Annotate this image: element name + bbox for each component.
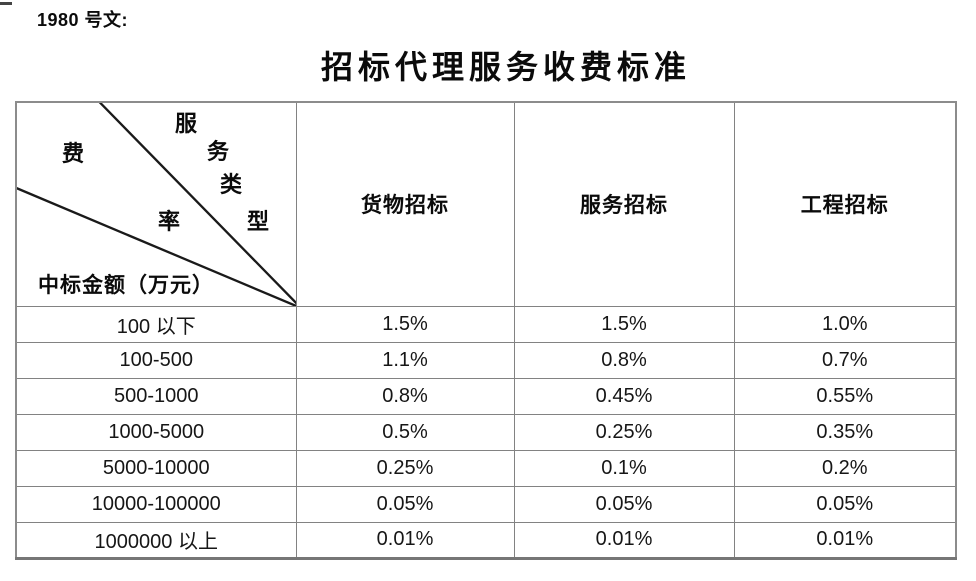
table-row: 100-500 1.1% 0.8% 0.7%	[15, 341, 957, 379]
amount-cell: 1000000 以上	[15, 521, 297, 559]
table-row: 500-1000 0.8% 0.45% 0.55%	[15, 377, 957, 415]
rate-cell: 0.35%	[733, 413, 957, 451]
rate-cell: 1.5%	[513, 305, 735, 343]
corner-bottom-label: 中标金额（万元）	[38, 273, 214, 297]
document-title: 招标代理服务收费标准	[320, 49, 691, 85]
amount-cell: 10000-100000	[15, 485, 297, 523]
column-header-goods: 货物招标	[295, 101, 515, 307]
corner-axis-top-char: 务	[207, 139, 230, 164]
rate-cell: 0.8%	[513, 341, 735, 379]
rate-cell: 1.0%	[733, 305, 957, 343]
rate-cell: 1.5%	[295, 305, 515, 343]
rate-cell: 0.05%	[733, 485, 957, 523]
corner-axis-top-char: 服	[175, 111, 198, 136]
amount-cell: 100 以下	[15, 305, 297, 343]
table-row: 1000000 以上 0.01% 0.01% 0.01%	[15, 521, 957, 559]
corner-axis-top-char: 类	[220, 172, 243, 197]
corner-axis-left-char: 费	[62, 141, 85, 166]
rate-cell: 0.7%	[733, 341, 957, 379]
rate-cell: 0.8%	[295, 377, 515, 415]
rate-cell: 0.01%	[733, 521, 957, 559]
diagonal-line-upper	[98, 103, 295, 304]
diagonal-line-lower	[17, 187, 295, 305]
table-row: 10000-100000 0.05% 0.05% 0.05%	[15, 485, 957, 523]
rate-cell: 0.25%	[295, 449, 515, 487]
table-header-row: 服 务 类 型 费 率 中标金额（万元） 货物招标 服务招标 工程招标	[15, 101, 957, 307]
amount-cell: 1000-5000	[15, 413, 297, 451]
rate-cell: 0.55%	[733, 377, 957, 415]
table-row: 1000-5000 0.5% 0.25% 0.35%	[15, 413, 957, 451]
rate-cell: 0.01%	[513, 521, 735, 559]
rate-cell: 0.1%	[513, 449, 735, 487]
rate-cell: 0.5%	[295, 413, 515, 451]
column-header-services: 服务招标	[513, 101, 735, 307]
rate-cell: 0.05%	[295, 485, 515, 523]
doc-number: 1980 号文:	[37, 10, 129, 30]
rate-cell: 1.1%	[295, 341, 515, 379]
top-left-artifact	[0, 2, 12, 5]
rate-cell: 0.05%	[513, 485, 735, 523]
rate-cell: 0.01%	[295, 521, 515, 559]
column-header-works: 工程招标	[733, 101, 957, 307]
corner-axis-top-char: 型	[247, 209, 270, 234]
diagonal-lines	[17, 103, 295, 305]
fee-table: 服 务 类 型 费 率 中标金额（万元） 货物招标 服务招标 工程招标 100 …	[15, 101, 957, 560]
corner-axis-left-char: 率	[158, 209, 181, 234]
table-corner-cell: 服 务 类 型 费 率 中标金额（万元）	[15, 101, 297, 307]
rate-cell: 0.45%	[513, 377, 735, 415]
amount-cell: 100-500	[15, 341, 297, 379]
rate-cell: 0.25%	[513, 413, 735, 451]
rate-cell: 0.2%	[733, 449, 957, 487]
amount-cell: 5000-10000	[15, 449, 297, 487]
table-row: 5000-10000 0.25% 0.1% 0.2%	[15, 449, 957, 487]
amount-cell: 500-1000	[15, 377, 297, 415]
table-row: 100 以下 1.5% 1.5% 1.0%	[15, 305, 957, 343]
